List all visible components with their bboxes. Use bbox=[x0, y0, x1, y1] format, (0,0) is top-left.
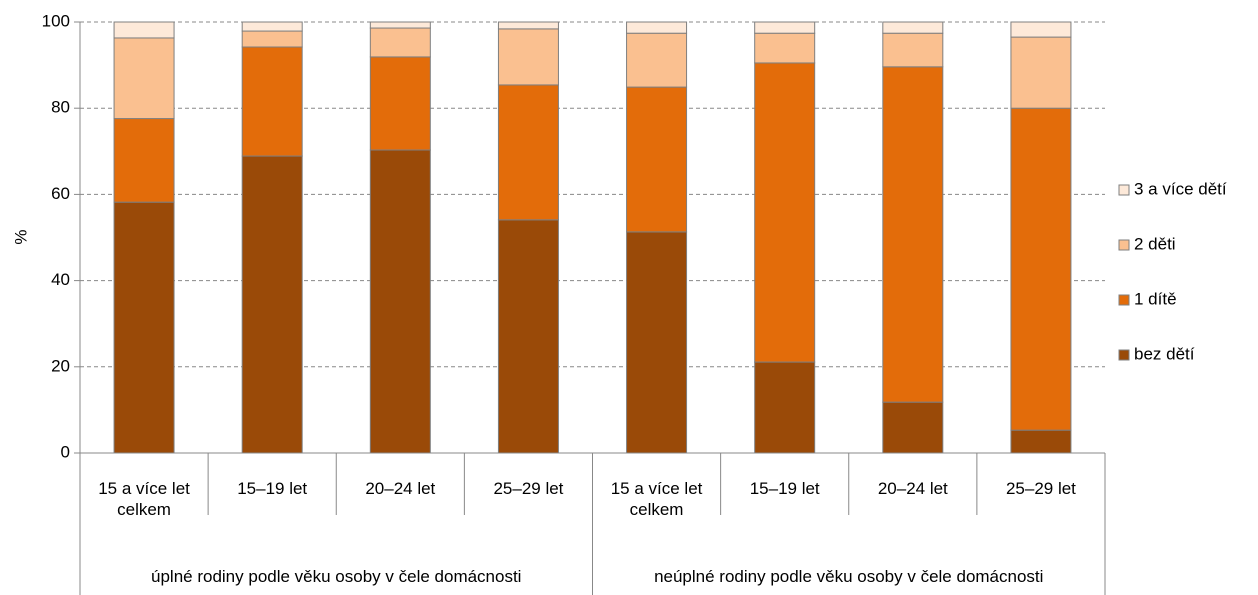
bar-segment bbox=[626, 32, 688, 88]
bar-segment bbox=[754, 361, 816, 454]
bar-segment bbox=[241, 46, 303, 157]
bar-segment bbox=[1010, 107, 1072, 431]
legend-label: 2 děti bbox=[1134, 234, 1176, 253]
legend-label: bez dětí bbox=[1134, 344, 1195, 363]
x-tick-label: 15 a více let celkem bbox=[610, 479, 703, 519]
x-tick-label: 15 a více let celkem bbox=[98, 479, 190, 519]
bar-segment bbox=[882, 21, 944, 34]
x-tick-label: 15–19 let bbox=[237, 479, 308, 498]
bar-segment bbox=[369, 56, 431, 151]
legend-swatch bbox=[1118, 349, 1130, 361]
bar-segment bbox=[113, 118, 175, 203]
y-tick-label: 20 bbox=[51, 356, 70, 375]
bar-segment bbox=[113, 37, 175, 120]
x-tick-label: 25–29 let bbox=[1005, 479, 1076, 498]
bar-segment bbox=[1010, 21, 1072, 38]
bar-segment bbox=[1010, 36, 1072, 109]
bar-segment bbox=[241, 30, 303, 48]
bar-segment bbox=[497, 28, 559, 86]
y-tick-label: 40 bbox=[51, 270, 70, 289]
bar-segment bbox=[369, 149, 431, 454]
bar-segment bbox=[754, 32, 816, 64]
y-tick-label: 100 bbox=[42, 11, 70, 30]
bar-segment bbox=[882, 66, 944, 403]
x-tick-label: 25–29 let bbox=[493, 479, 564, 498]
y-tick-label: 0 bbox=[61, 442, 70, 461]
bar-segment bbox=[369, 21, 431, 29]
x-tick-label: 20–24 let bbox=[877, 479, 948, 498]
legend-swatch bbox=[1118, 239, 1130, 251]
bar-segment bbox=[626, 231, 688, 454]
legend-label: 3 a více dětí bbox=[1134, 179, 1227, 198]
bar-segment bbox=[1010, 429, 1072, 454]
bar-segment bbox=[241, 21, 303, 32]
bar-segment bbox=[497, 21, 559, 30]
y-tick-label: 80 bbox=[51, 98, 70, 117]
bar-segment bbox=[241, 155, 303, 454]
bar-segment bbox=[113, 21, 175, 39]
y-tick-label: 60 bbox=[51, 184, 70, 203]
group-label: neúplné rodiny podle věku osoby v čele d… bbox=[654, 567, 1044, 586]
bar-segment bbox=[626, 21, 688, 34]
y-axis-label: % bbox=[11, 229, 30, 244]
bar-segment bbox=[882, 32, 944, 68]
legend-label: 1 dítě bbox=[1134, 289, 1177, 308]
bar-segment bbox=[754, 21, 816, 34]
x-tick-label: 15–19 let bbox=[749, 479, 820, 498]
bar-segment bbox=[497, 84, 559, 221]
bar-segment bbox=[113, 201, 175, 454]
group-label: úplné rodiny podle věku osoby v čele dom… bbox=[151, 567, 522, 586]
legend-swatch bbox=[1118, 184, 1130, 196]
bar-segment bbox=[754, 62, 816, 363]
legend-swatch bbox=[1118, 294, 1130, 306]
bar-segment bbox=[369, 27, 431, 58]
bar-segment bbox=[497, 219, 559, 454]
bar-segment bbox=[626, 86, 688, 233]
bar-segment bbox=[882, 401, 944, 454]
x-tick-label: 20–24 let bbox=[365, 479, 436, 498]
